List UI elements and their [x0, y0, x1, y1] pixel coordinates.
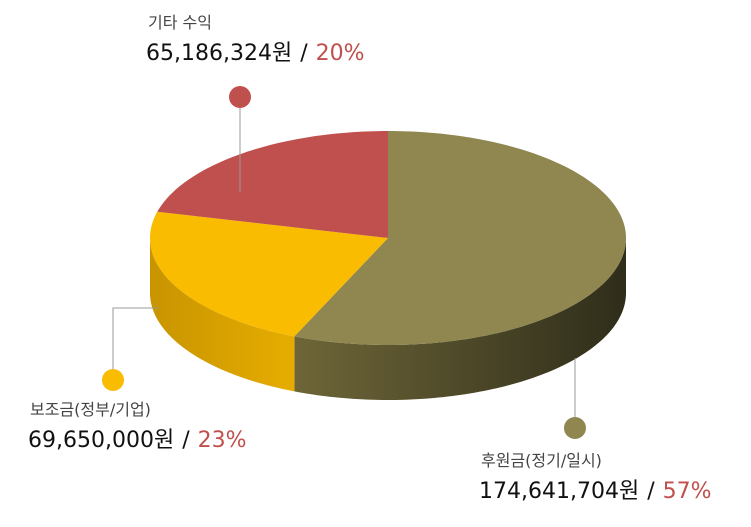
leader-line	[112, 307, 158, 380]
separator: /	[647, 479, 655, 504]
slice	[294, 131, 626, 345]
label-dot	[229, 86, 251, 108]
label-dot	[564, 417, 586, 439]
slice	[150, 211, 388, 337]
amount-label: 65,186,324원 / 20%	[146, 41, 365, 66]
separator: /	[300, 41, 308, 66]
category-label: 기타 수익	[148, 13, 212, 32]
value-label: 69,650,000원	[28, 428, 174, 453]
slice-side	[294, 238, 626, 400]
value-label: 65,186,324원	[146, 41, 292, 66]
separator: /	[182, 428, 190, 453]
amount-label: 69,650,000원 / 23%	[28, 428, 247, 453]
slice	[157, 131, 388, 238]
percent-label: 20%	[316, 41, 365, 66]
slice-side	[150, 238, 295, 392]
label-dot	[102, 369, 124, 391]
percent-label: 57%	[663, 479, 712, 504]
category-label: 후원금(정기/일시)	[481, 451, 602, 470]
category-label: 보조금(정부/기업)	[30, 400, 151, 419]
percent-label: 23%	[198, 428, 247, 453]
amount-label: 174,641,704원 / 57%	[479, 479, 712, 504]
value-label: 174,641,704원	[479, 479, 639, 504]
